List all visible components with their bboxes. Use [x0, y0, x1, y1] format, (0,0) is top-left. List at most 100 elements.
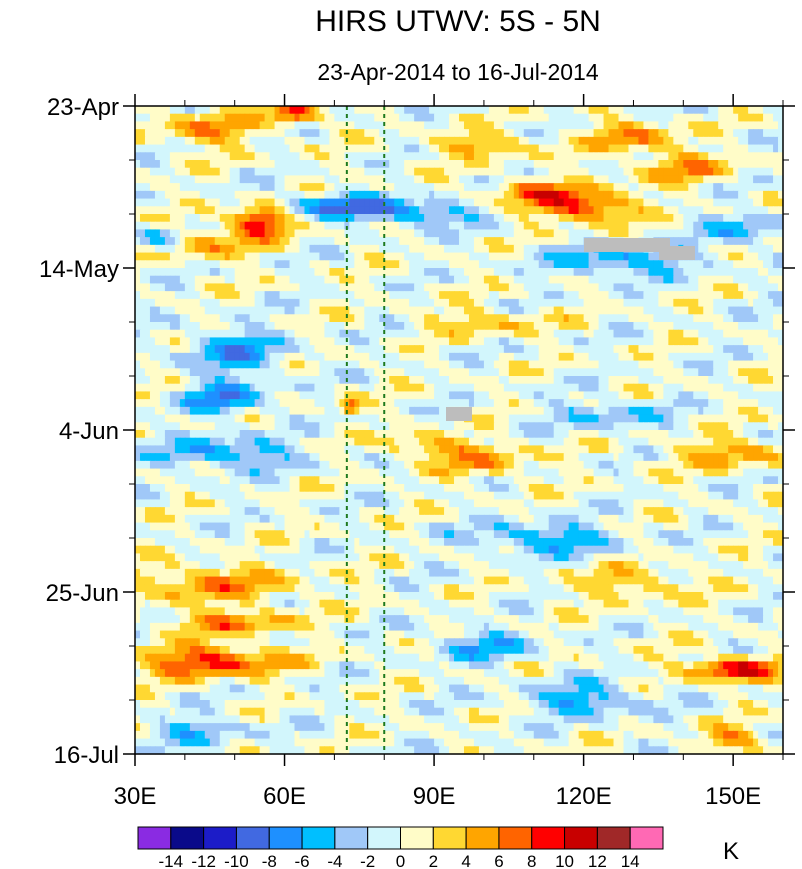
heatmap-cell — [279, 121, 286, 130]
heatmap-cell — [533, 345, 540, 354]
heatmap-cell — [688, 160, 694, 169]
heatmap-cell — [513, 129, 520, 138]
heatmap-cell — [713, 360, 719, 369]
heatmap-cell — [493, 160, 500, 169]
heatmap-cell — [359, 113, 365, 123]
heatmap-cell — [703, 229, 709, 238]
heatmap-cell — [758, 136, 764, 146]
heatmap-cell — [419, 322, 425, 331]
heatmap-cell — [533, 268, 540, 277]
heatmap-cell — [628, 106, 635, 115]
heatmap-cell — [414, 136, 420, 146]
heatmap-cell — [174, 306, 181, 315]
heatmap-cell — [463, 113, 470, 123]
heatmap-cell — [374, 160, 380, 169]
heatmap-cell — [593, 337, 600, 346]
heatmap-cell — [493, 291, 500, 300]
heatmap-cell — [439, 113, 445, 123]
heatmap-cell — [319, 121, 326, 130]
heatmap-cell — [643, 221, 650, 231]
heatmap-cell — [708, 244, 714, 254]
heatmap-cell — [553, 329, 560, 339]
heatmap-cell — [608, 206, 615, 215]
heatmap-cell — [399, 183, 405, 192]
heatmap-cell — [204, 399, 211, 408]
heatmap-cell — [214, 345, 221, 354]
heatmap-cell — [588, 322, 595, 331]
heatmap-cell — [414, 360, 420, 369]
heatmap-cell — [648, 121, 654, 130]
heatmap-cell — [768, 268, 774, 277]
heatmap-cell — [149, 383, 156, 393]
heatmap-cell — [389, 183, 395, 192]
heatmap-cell — [314, 152, 321, 161]
heatmap-cell — [419, 306, 425, 315]
heatmap-cell — [523, 229, 530, 238]
heatmap-cell — [488, 383, 495, 393]
heatmap-cell — [429, 160, 435, 169]
heatmap-cell — [459, 221, 465, 231]
heatmap-cell — [728, 268, 734, 277]
heatmap-cell — [678, 183, 684, 192]
heatmap-cell — [588, 268, 595, 277]
heatmap-cell — [424, 152, 430, 161]
heatmap-cell — [653, 368, 659, 377]
heatmap-cell — [394, 322, 400, 331]
heatmap-cell — [543, 322, 550, 331]
heatmap-cell — [498, 337, 505, 346]
heatmap-cell — [703, 298, 709, 308]
heatmap-cell — [673, 298, 679, 308]
heatmap-cell — [309, 345, 316, 354]
heatmap-cell — [424, 252, 430, 261]
heatmap-cell — [259, 229, 266, 238]
heatmap-cell — [498, 129, 505, 138]
heatmap-cell — [493, 229, 500, 238]
heatmap-cell — [463, 252, 470, 261]
heatmap-cell — [374, 376, 380, 385]
heatmap-cell — [728, 275, 734, 285]
heatmap-cell — [658, 229, 664, 238]
heatmap-cell — [693, 160, 699, 169]
heatmap-cell — [364, 275, 370, 285]
heatmap-cell — [753, 268, 759, 277]
heatmap-cell — [369, 121, 375, 130]
heatmap-cell — [758, 345, 764, 354]
heatmap-cell — [194, 298, 201, 308]
heatmap-cell — [149, 260, 156, 269]
heatmap-cell — [683, 368, 689, 377]
heatmap-cell — [683, 175, 689, 184]
heatmap-cell — [289, 121, 296, 130]
heatmap-cell — [653, 329, 659, 339]
heatmap-cell — [135, 144, 141, 153]
heatmap-cell — [369, 206, 375, 215]
heatmap-cell — [558, 113, 565, 123]
heatmap-cell — [693, 360, 699, 369]
heatmap-cell — [593, 283, 600, 292]
heatmap-cell — [513, 260, 520, 269]
heatmap-cell — [573, 376, 580, 385]
heatmap-cell — [319, 345, 326, 354]
heatmap-cell — [254, 322, 261, 331]
heatmap-cell — [149, 391, 156, 400]
heatmap-cell — [144, 214, 151, 223]
heatmap-cell — [628, 136, 635, 146]
heatmap-cell — [439, 268, 445, 277]
heatmap-cell — [139, 160, 146, 169]
heatmap-cell — [473, 252, 480, 261]
heatmap-cell — [693, 329, 699, 339]
heatmap-cell — [778, 175, 784, 184]
heatmap-cell — [249, 190, 256, 200]
heatmap-cell — [713, 252, 719, 261]
heatmap-cell — [139, 113, 146, 123]
heatmap-cell — [503, 283, 510, 292]
heatmap-cell — [364, 399, 370, 408]
heatmap-cell — [269, 345, 276, 354]
heatmap-cell — [444, 268, 450, 277]
heatmap-cell — [159, 160, 166, 169]
heatmap-cell — [444, 298, 450, 308]
heatmap-cell — [508, 298, 515, 308]
heatmap-cell — [583, 268, 590, 277]
heatmap-cell — [693, 260, 699, 269]
heatmap-cell — [159, 229, 166, 238]
heatmap-cell — [678, 167, 684, 177]
